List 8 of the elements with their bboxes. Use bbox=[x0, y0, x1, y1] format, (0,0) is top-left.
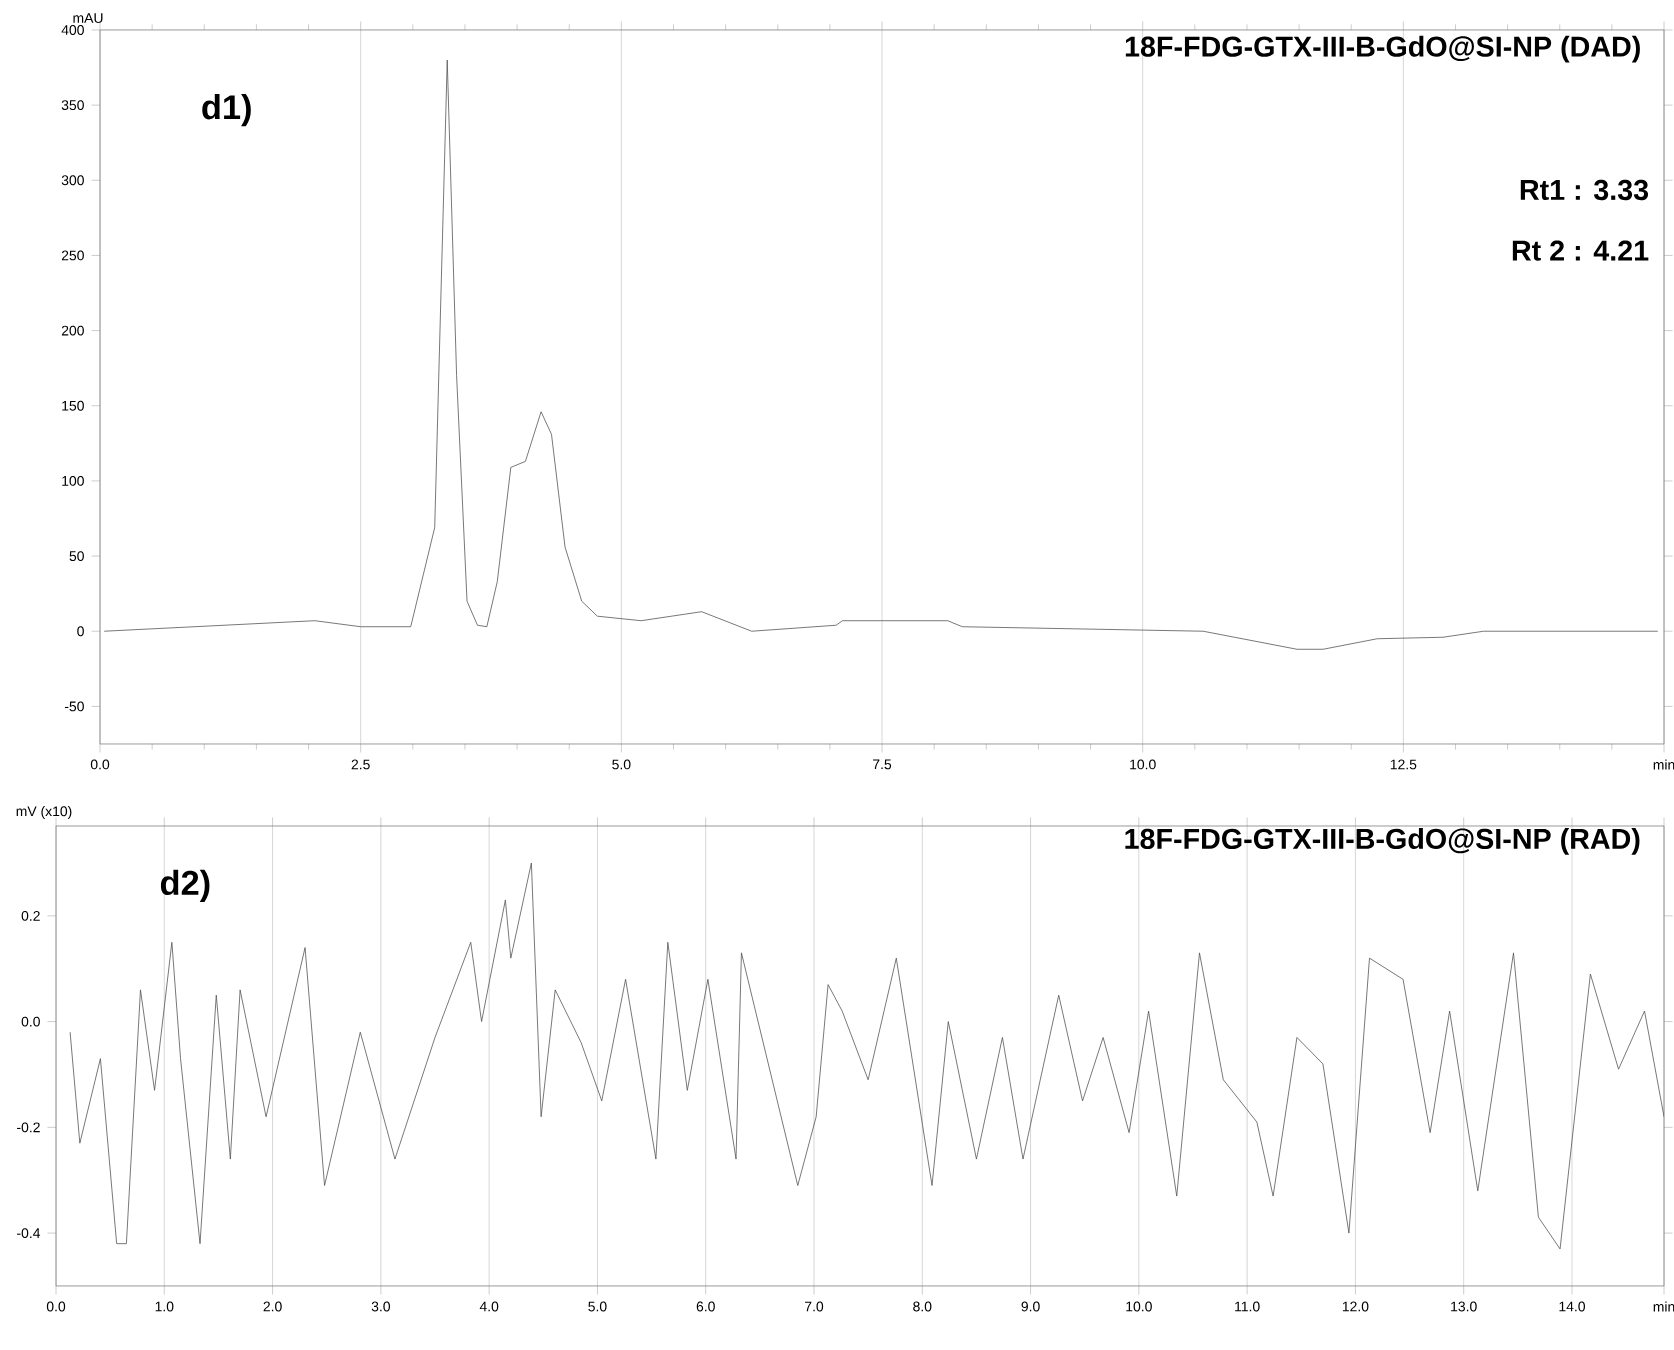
chart-title: 18F-FDG-GTX-III-B-GdO@SI-NP (DAD) bbox=[1125, 35, 1640, 63]
annotation: Rt1 : 3.33 bbox=[1520, 179, 1649, 201]
chart-title: 18F-FDG-GTX-III-B-GdO@SI-NP (RAD) bbox=[1125, 827, 1640, 855]
annotation: d1) bbox=[202, 94, 251, 127]
line-series bbox=[69, 862, 1665, 1250]
line-series bbox=[103, 59, 1659, 650]
annotation: Rt 2 : 4.21 bbox=[1512, 240, 1649, 261]
annotation: d2) bbox=[160, 869, 210, 902]
